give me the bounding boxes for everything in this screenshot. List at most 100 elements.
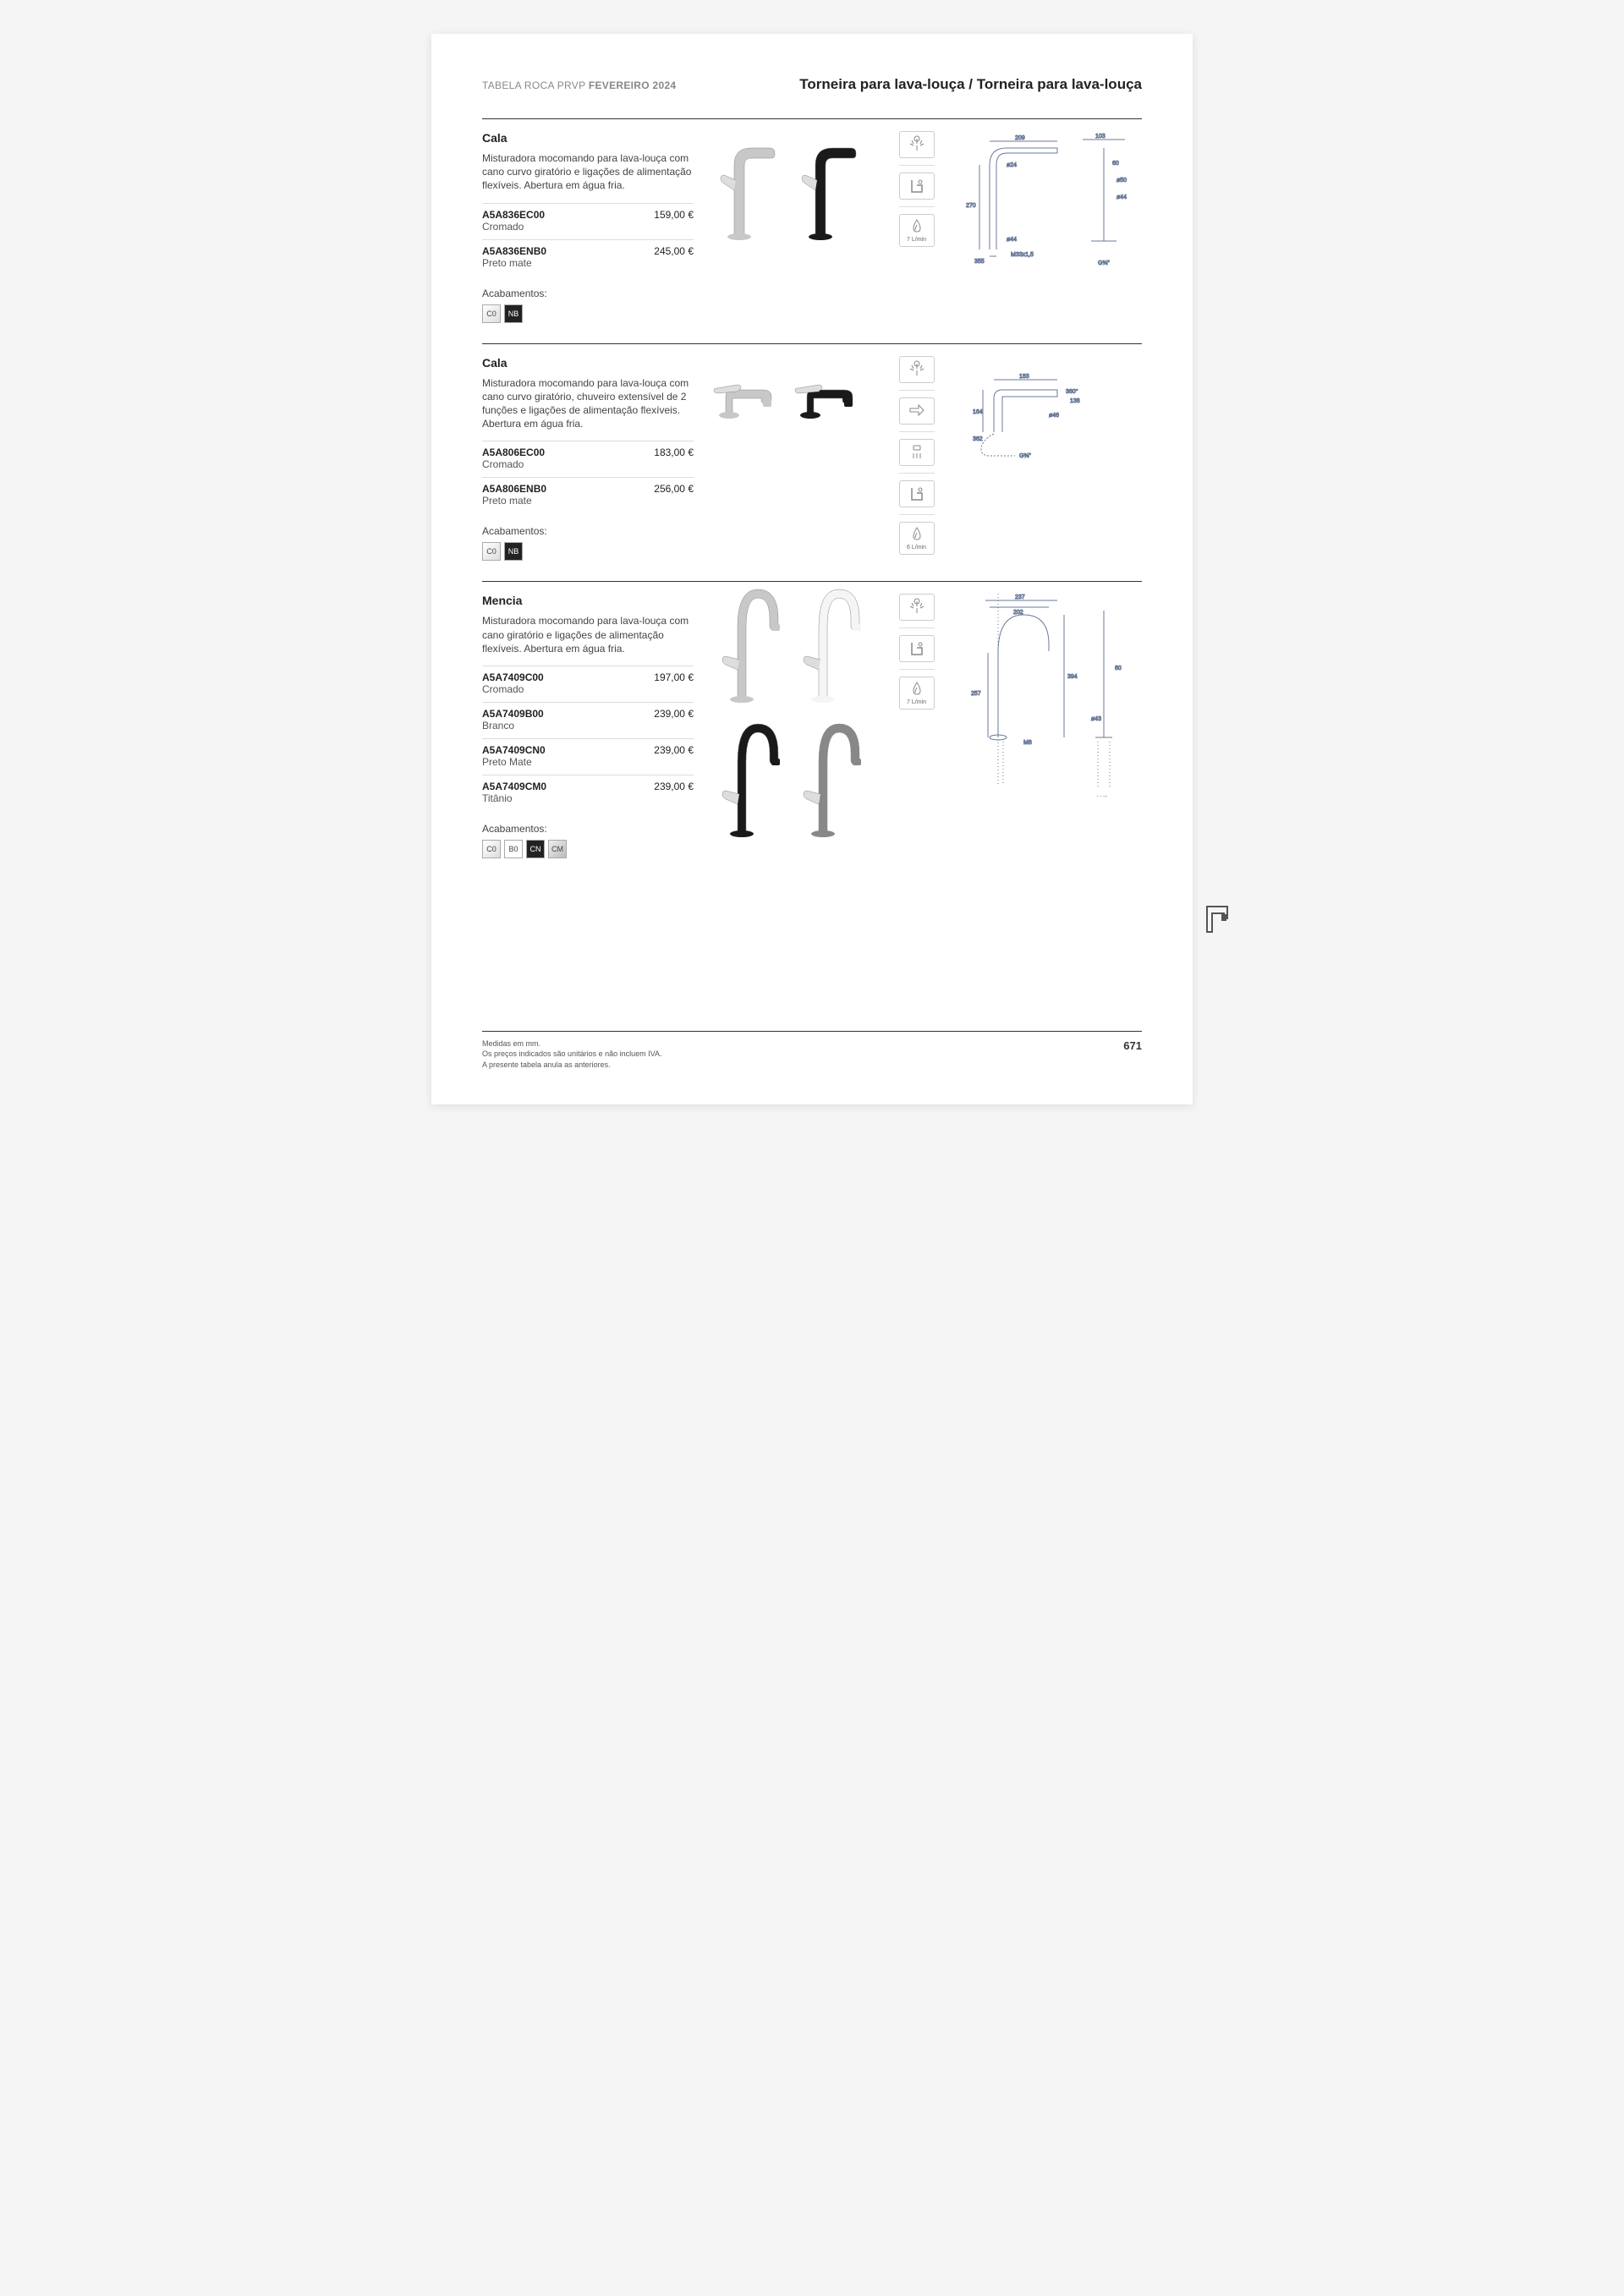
svg-text:183: 183 <box>1019 374 1029 380</box>
variant-row: A5A836ENB0 Preto mate 245,00 € <box>482 239 694 276</box>
page-number: 671 <box>1123 1038 1142 1054</box>
product-description: Misturadora mocomando para lava-louça co… <box>482 151 694 193</box>
finish-swatch: NB <box>504 304 523 323</box>
svg-text:M33x1,5: M33x1,5 <box>1011 252 1034 258</box>
feature-icons: 6 L/min <box>893 356 940 562</box>
product-section: Mencia Misturadora mocomando para lava-l… <box>482 581 1142 879</box>
svg-text:ø50: ø50 <box>1116 178 1127 184</box>
finishes-label: Acabamentos: <box>482 288 694 299</box>
variant-finish: Preto Mate <box>482 756 546 768</box>
page-title: Torneira para lava-louça / Torneira para… <box>799 76 1142 93</box>
finish-swatch: C0 <box>482 840 501 858</box>
product-description: Misturadora mocomando para lava-louça co… <box>482 376 694 431</box>
variant-price: 239,00 € <box>654 744 694 756</box>
faucet-image <box>709 594 787 704</box>
product-name: Cala <box>482 131 694 145</box>
svg-text:360°: 360° <box>1066 388 1078 395</box>
feature-shower-icon <box>899 439 935 466</box>
variant-row: A5A7409CN0 Preto Mate 239,00 € <box>482 738 694 775</box>
technical-drawing: 209 270 ø24 ø44 355 M33x1,5 103 ø44 ø50 … <box>955 131 1142 323</box>
svg-text:103: 103 <box>1095 134 1106 140</box>
product-section: Cala Misturadora mocomando para lava-lou… <box>482 118 1142 343</box>
footer-line: A presente tabela anula as anteriores. <box>482 1060 661 1071</box>
svg-text:138: 138 <box>1070 398 1080 404</box>
finish-swatch: B0 <box>504 840 523 858</box>
faucet-image <box>709 728 787 838</box>
variant-code: A5A836EC00 <box>482 209 545 221</box>
variant-price: 239,00 € <box>654 781 694 792</box>
finish-swatches: C0B0CNCM <box>482 840 694 858</box>
variant-finish: Cromado <box>482 458 545 470</box>
svg-text:355: 355 <box>974 259 985 265</box>
technical-drawing: 183 164 360° 138 ø46 362 G⅜" <box>955 356 1142 562</box>
variant-code: A5A836ENB0 <box>482 245 546 257</box>
finish-swatches: C0NB <box>482 304 694 323</box>
svg-text:394: 394 <box>1067 674 1078 680</box>
faucet-image <box>790 356 868 424</box>
feature-clean-icon <box>899 173 935 200</box>
feature-clean-icon <box>899 635 935 662</box>
variant-price: 239,00 € <box>654 708 694 720</box>
variant-row: A5A806ENB0 Preto mate 256,00 € <box>482 477 694 513</box>
faucet-image <box>790 131 868 241</box>
finish-swatch: C0 <box>482 304 501 323</box>
feature-pullout-icon <box>899 397 935 425</box>
faucet-image <box>790 594 868 704</box>
variant-finish: Preto mate <box>482 257 546 269</box>
edition-prefix: TABELA ROCA PRVP <box>482 79 589 91</box>
variant-code: A5A7409C00 <box>482 671 544 683</box>
faucet-image <box>709 131 787 241</box>
finish-swatch: CM <box>548 840 567 858</box>
footer-notes: Medidas em mm. Os preços indicados são u… <box>482 1038 661 1071</box>
variant-row: A5A7409CM0 Titânio 239,00 € <box>482 775 694 811</box>
product-images <box>709 356 878 562</box>
svg-text:237: 237 <box>1015 595 1025 600</box>
header-edition: TABELA ROCA PRVP FEVEREIRO 2024 <box>482 79 676 91</box>
faucet-image <box>790 728 868 838</box>
variant-row: A5A7409B00 Branco 239,00 € <box>482 702 694 738</box>
finish-swatch: CN <box>526 840 545 858</box>
footer-line: Os preços indicados são unitários e não … <box>482 1049 661 1060</box>
feature-flow-icon: 7 L/min <box>899 677 935 710</box>
feature-icons: 7 L/min <box>893 594 940 858</box>
product-name: Cala <box>482 356 694 370</box>
variant-code: A5A806EC00 <box>482 447 545 458</box>
variant-row: A5A7409C00 Cromado 197,00 € <box>482 666 694 702</box>
svg-text:60: 60 <box>1112 161 1119 167</box>
variant-finish: Preto mate <box>482 495 546 507</box>
svg-text:G⅜": G⅜" <box>1019 453 1031 459</box>
feature-clean-icon <box>899 480 935 507</box>
edition-date: FEVEREIRO 2024 <box>589 79 677 91</box>
page-header: TABELA ROCA PRVP FEVEREIRO 2024 Torneira… <box>482 76 1142 93</box>
variant-code: A5A806ENB0 <box>482 483 546 495</box>
svg-text:M8: M8 <box>1023 740 1032 746</box>
feature-spray-icon <box>899 594 935 621</box>
variant-price: 197,00 € <box>654 671 694 683</box>
variant-row: A5A806EC00 Cromado 183,00 € <box>482 441 694 477</box>
svg-text:ø46: ø46 <box>1049 413 1059 419</box>
variant-price: 245,00 € <box>654 245 694 257</box>
finish-swatch: NB <box>504 542 523 561</box>
variant-code: A5A7409CN0 <box>482 744 546 756</box>
finish-swatches: C0NB <box>482 542 694 561</box>
variant-finish: Cromado <box>482 683 544 695</box>
faucet-image <box>709 356 787 424</box>
variant-price: 183,00 € <box>654 447 694 458</box>
variant-price: 256,00 € <box>654 483 694 495</box>
feature-flow-icon: 7 L/min <box>899 214 935 247</box>
variant-finish: Titânio <box>482 792 546 804</box>
feature-spray-icon <box>899 356 935 383</box>
product-description: Misturadora mocomando para lava-louça co… <box>482 614 694 655</box>
svg-text:ø44: ø44 <box>1007 237 1017 243</box>
svg-text:ø44: ø44 <box>1116 195 1127 200</box>
technical-drawing: 237 202 394 257 M8 80 ø43 G⅜" <box>955 594 1142 858</box>
finishes-label: Acabamentos: <box>482 823 694 835</box>
finish-swatch: C0 <box>482 542 501 561</box>
feature-flow-icon: 6 L/min <box>899 522 935 555</box>
variant-row: A5A836EC00 Cromado 159,00 € <box>482 203 694 239</box>
variant-code: A5A7409CM0 <box>482 781 546 792</box>
svg-text:362: 362 <box>973 436 983 442</box>
catalog-page: TABELA ROCA PRVP FEVEREIRO 2024 Torneira… <box>431 34 1193 1104</box>
variant-price: 159,00 € <box>654 209 694 221</box>
svg-text:257: 257 <box>971 691 981 697</box>
